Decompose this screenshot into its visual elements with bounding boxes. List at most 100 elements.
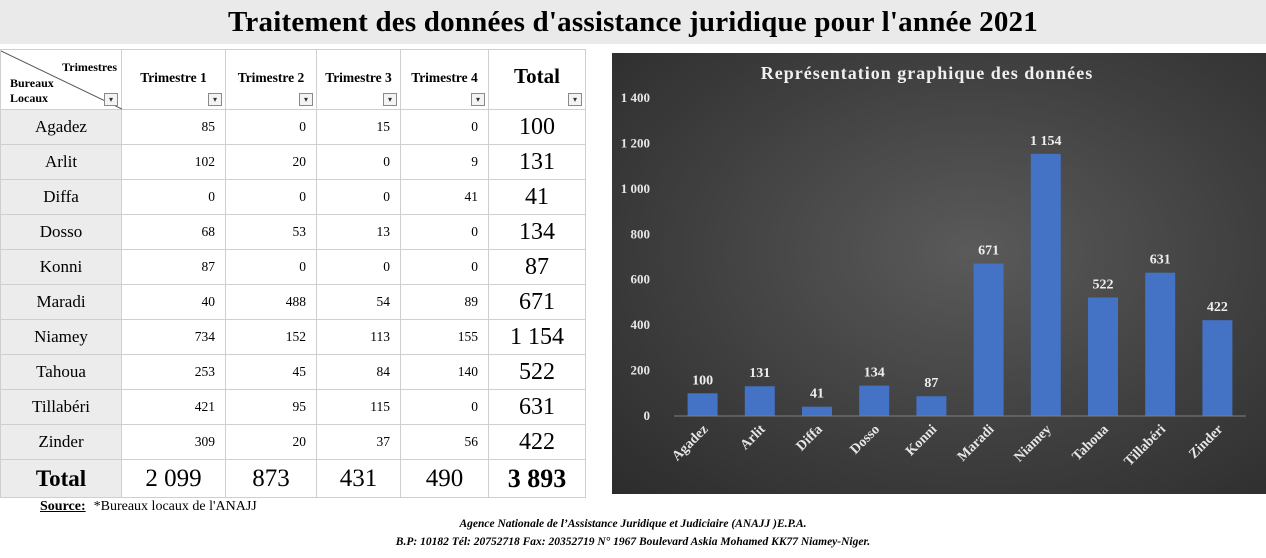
y-tick-label: 800 (631, 226, 651, 241)
table-row: Tahoua 253 45 84 140 522 (0, 354, 586, 390)
bar-maradi[interactable] (973, 263, 1004, 416)
cell-t1[interactable]: 102 (121, 144, 226, 180)
cell-t2[interactable]: 53 (225, 214, 317, 250)
bar-niamey[interactable] (1030, 153, 1061, 416)
total-t3[interactable]: 431 (316, 459, 401, 498)
cell-total[interactable]: 631 (488, 389, 586, 425)
cell-t2[interactable]: 0 (225, 179, 317, 215)
x-tick-label: Zinder (1186, 422, 1226, 462)
cell-t4[interactable]: 140 (400, 354, 489, 390)
office-name[interactable]: Agadez (0, 109, 122, 145)
total-t2[interactable]: 873 (225, 459, 317, 498)
cell-t2[interactable]: 0 (225, 109, 317, 145)
cell-t2[interactable]: 0 (225, 249, 317, 285)
cell-t2[interactable]: 152 (225, 319, 317, 355)
cell-t4[interactable]: 9 (400, 144, 489, 180)
filter-dropdown-icon[interactable]: ▾ (383, 93, 397, 106)
filter-dropdown-icon[interactable]: ▾ (568, 93, 582, 106)
corner-label-offices-line1: Bureaux (10, 76, 54, 90)
cell-total[interactable]: 87 (488, 249, 586, 285)
source-text: *Bureaux locaux de l'ANAJJ (93, 499, 257, 514)
total-t1[interactable]: 2 099 (121, 459, 226, 498)
cell-t2[interactable]: 20 (225, 144, 317, 180)
cell-t4[interactable]: 0 (400, 214, 489, 250)
cell-t1[interactable]: 309 (121, 424, 226, 460)
cell-t1[interactable]: 40 (121, 284, 226, 320)
bar-diffa[interactable] (802, 406, 832, 416)
bar-tahoua[interactable] (1088, 297, 1118, 416)
bar-agadez[interactable] (687, 393, 718, 416)
cell-t2[interactable]: 20 (225, 424, 317, 460)
bar-chart: Représentation graphique des données 0 20… (612, 53, 1266, 494)
office-name[interactable]: Tillabéri (0, 389, 122, 425)
cell-total[interactable]: 100 (488, 109, 586, 145)
x-tick-label: Tahoua (1070, 422, 1112, 464)
cell-t2[interactable]: 45 (225, 354, 317, 390)
data-label: 422 (1207, 300, 1228, 315)
cell-t1[interactable]: 253 (121, 354, 226, 390)
source-note: Source: *Bureaux locaux de l'ANAJJ (40, 499, 257, 515)
cell-t1[interactable]: 734 (121, 319, 226, 355)
office-name[interactable]: Dosso (0, 214, 122, 250)
cell-t4[interactable]: 0 (400, 389, 489, 425)
column-header-t4: Trimestre 4 ▾ (400, 49, 489, 110)
cell-t2[interactable]: 488 (225, 284, 317, 320)
bar-tillabéri[interactable] (1145, 272, 1176, 416)
office-name[interactable]: Tahoua (0, 354, 122, 390)
cell-t3[interactable]: 15 (316, 109, 401, 145)
x-tick-label: Diffa (794, 422, 826, 454)
office-name[interactable]: Niamey (0, 319, 122, 355)
filter-dropdown-icon[interactable]: ▾ (104, 93, 118, 106)
cell-t4[interactable]: 0 (400, 249, 489, 285)
filter-dropdown-icon[interactable]: ▾ (299, 93, 313, 106)
cell-t1[interactable]: 68 (121, 214, 226, 250)
y-tick-label: 1 200 (621, 135, 650, 150)
cell-t4[interactable]: 89 (400, 284, 489, 320)
cell-t4[interactable]: 41 (400, 179, 489, 215)
cell-t2[interactable]: 95 (225, 389, 317, 425)
office-name[interactable]: Diffa (0, 179, 122, 215)
total-row-label[interactable]: Total (0, 459, 122, 498)
cell-total[interactable]: 522 (488, 354, 586, 390)
cell-total[interactable]: 134 (488, 214, 586, 250)
cell-t3[interactable]: 0 (316, 179, 401, 215)
total-t4[interactable]: 490 (400, 459, 489, 498)
office-name[interactable]: Konni (0, 249, 122, 285)
corner-header-cell: Trimestres Bureaux Locaux ▾ (0, 49, 122, 110)
cell-total[interactable]: 41 (488, 179, 586, 215)
cell-total[interactable]: 671 (488, 284, 586, 320)
cell-t3[interactable]: 115 (316, 389, 401, 425)
cell-t4[interactable]: 155 (400, 319, 489, 355)
cell-t3[interactable]: 54 (316, 284, 401, 320)
cell-t3[interactable]: 37 (316, 424, 401, 460)
office-name[interactable]: Maradi (0, 284, 122, 320)
data-label: 41 (810, 387, 824, 402)
cell-total[interactable]: 422 (488, 424, 586, 460)
cell-t3[interactable]: 13 (316, 214, 401, 250)
cell-t3[interactable]: 0 (316, 144, 401, 180)
bar-zinder[interactable] (1202, 320, 1233, 416)
bar-dosso[interactable] (859, 385, 890, 416)
corner-label-quarters: Trimestres (62, 60, 117, 74)
total-row: Total 2 099 873 431 490 3 893 (0, 459, 586, 498)
filter-dropdown-icon[interactable]: ▾ (471, 93, 485, 106)
office-name[interactable]: Zinder (0, 424, 122, 460)
bar-arlit[interactable] (744, 386, 775, 416)
office-name[interactable]: Arlit (0, 144, 122, 180)
cell-total[interactable]: 131 (488, 144, 586, 180)
cell-total[interactable]: 1 154 (488, 319, 586, 355)
cell-t1[interactable]: 421 (121, 389, 226, 425)
cell-t3[interactable]: 0 (316, 249, 401, 285)
cell-t4[interactable]: 56 (400, 424, 489, 460)
cell-t3[interactable]: 84 (316, 354, 401, 390)
cell-t1[interactable]: 85 (121, 109, 226, 145)
cell-t4[interactable]: 0 (400, 109, 489, 145)
filter-dropdown-icon[interactable]: ▾ (208, 93, 222, 106)
data-label: 100 (692, 373, 713, 388)
grand-total[interactable]: 3 893 (488, 459, 586, 498)
source-label: Source: (40, 499, 86, 514)
bar-konni[interactable] (916, 396, 947, 416)
cell-t1[interactable]: 0 (121, 179, 226, 215)
cell-t3[interactable]: 113 (316, 319, 401, 355)
cell-t1[interactable]: 87 (121, 249, 226, 285)
